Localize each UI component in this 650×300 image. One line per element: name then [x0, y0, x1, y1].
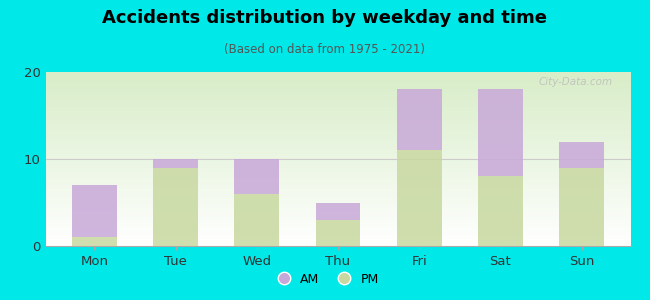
Bar: [316, 202, 360, 220]
Legend: AM, PM: AM, PM: [266, 268, 384, 291]
Text: (Based on data from 1975 - 2021): (Based on data from 1975 - 2021): [224, 44, 426, 56]
Bar: [72, 237, 116, 246]
Bar: [478, 176, 523, 246]
Bar: [397, 150, 441, 246]
Bar: [560, 142, 604, 168]
Text: Accidents distribution by weekday and time: Accidents distribution by weekday and ti…: [103, 9, 547, 27]
Bar: [153, 159, 198, 168]
Bar: [72, 185, 116, 237]
Bar: [316, 220, 360, 246]
Bar: [235, 159, 279, 194]
Bar: [478, 89, 523, 176]
Bar: [560, 168, 604, 246]
Bar: [397, 89, 441, 150]
Bar: [153, 168, 198, 246]
Bar: [235, 194, 279, 246]
Text: City-Data.com: City-Data.com: [539, 77, 613, 87]
